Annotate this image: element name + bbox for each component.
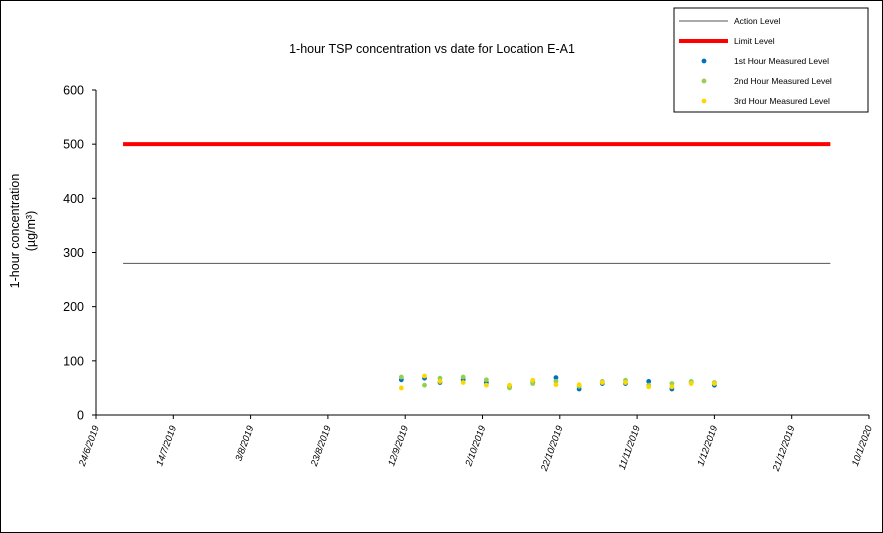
x-tick-label: 23/8/2019 bbox=[309, 424, 334, 469]
x-tick-label: 10/1/2020 bbox=[850, 424, 875, 468]
legend-label-1st-hour-measured-level: 1st Hour Measured Level bbox=[734, 56, 829, 66]
y-axis-label: 1-hour concentration (µg/m³) bbox=[8, 174, 38, 289]
3rd-hour-measured-level-point bbox=[688, 381, 694, 386]
2nd-hour-measured-level-point bbox=[460, 374, 466, 380]
3rd-hour-measured-level-point bbox=[576, 382, 582, 388]
2nd-hour-measured-level-point bbox=[483, 377, 489, 383]
1st-hour-measured-level-point bbox=[646, 379, 652, 384]
x-tick-label: 1/12/2019 bbox=[695, 424, 720, 468]
3rd-hour-measured-level-point bbox=[460, 380, 466, 385]
legend-box bbox=[673, 7, 869, 113]
x-tick-label: 11/11/2019 bbox=[617, 424, 643, 472]
3rd-hour-measured-level-point bbox=[483, 382, 489, 388]
2nd-hour-measured-level-point bbox=[398, 374, 404, 380]
legend-label-3rd-hour-measured-level: 3rd Hour Measured Level bbox=[734, 96, 830, 106]
x-tick-label: 3/8/2019 bbox=[233, 424, 256, 463]
y-axis-label-line2: (µg/m³) bbox=[24, 211, 38, 252]
legend-label-2nd-hour-measured-level: 2nd Hour Measured Level bbox=[734, 76, 832, 86]
3rd-hour-measured-level-point bbox=[623, 380, 628, 385]
y-tick-label: 300 bbox=[63, 246, 84, 260]
3rd-hour-measured-level-point bbox=[422, 373, 427, 379]
legend-swatch-3rd-hour-measured-level bbox=[701, 98, 707, 104]
3rd-hour-measured-level-point bbox=[437, 379, 443, 384]
x-tick-label: 2/10/2019 bbox=[463, 424, 488, 469]
3rd-hour-measured-level-point bbox=[646, 384, 652, 390]
legend-label-limit-level: Limit Level bbox=[734, 36, 775, 46]
y-tick-label: 200 bbox=[63, 300, 84, 314]
3rd-hour-measured-level-point bbox=[530, 377, 536, 383]
3rd-hour-measured-level-point bbox=[599, 380, 605, 385]
legend: Action Level Limit Level 1st Hour Measured… bbox=[673, 7, 869, 113]
3rd-hour-measured-level-point bbox=[553, 382, 559, 388]
3rd-hour-measured-level-point bbox=[507, 382, 512, 388]
2nd-hour-measured-level-point bbox=[422, 382, 427, 388]
x-tick-label: 24/6/2019 bbox=[77, 424, 102, 469]
y-tick-label: 600 bbox=[63, 84, 84, 98]
1st-hour-measured-level-point bbox=[553, 375, 559, 381]
x-tick-label: 21/12/2019 bbox=[771, 424, 798, 474]
y-tick-label: 400 bbox=[63, 192, 84, 206]
x-tick-label: 14/7/2019 bbox=[154, 424, 179, 468]
x-tick-label: 12/9/2019 bbox=[386, 424, 411, 468]
x-tick-label: 22/10/2019 bbox=[539, 424, 566, 474]
legend-label-action-level: Action Level bbox=[734, 16, 780, 26]
plot-area: 0 100 200 300 400 500 600 24/6/2019 14/7/2019 3/8… bbox=[63, 84, 875, 474]
3rd-hour-measured-level-point bbox=[398, 385, 404, 391]
y-axis-label-line1: 1-hour concentration bbox=[8, 174, 22, 289]
y-tick-label: 500 bbox=[63, 138, 84, 152]
y-tick-label: 0 bbox=[77, 409, 84, 423]
3rd-hour-measured-level-point bbox=[669, 384, 675, 390]
legend-swatch-2nd-hour-measured-level bbox=[701, 78, 707, 84]
3rd-hour-measured-level-point bbox=[712, 381, 717, 386]
y-tick-label: 100 bbox=[63, 354, 84, 368]
chart-title: 1-hour TSP concentration vs date for Loc… bbox=[289, 42, 575, 56]
legend-swatch-1st-hour-measured-level bbox=[701, 58, 707, 64]
